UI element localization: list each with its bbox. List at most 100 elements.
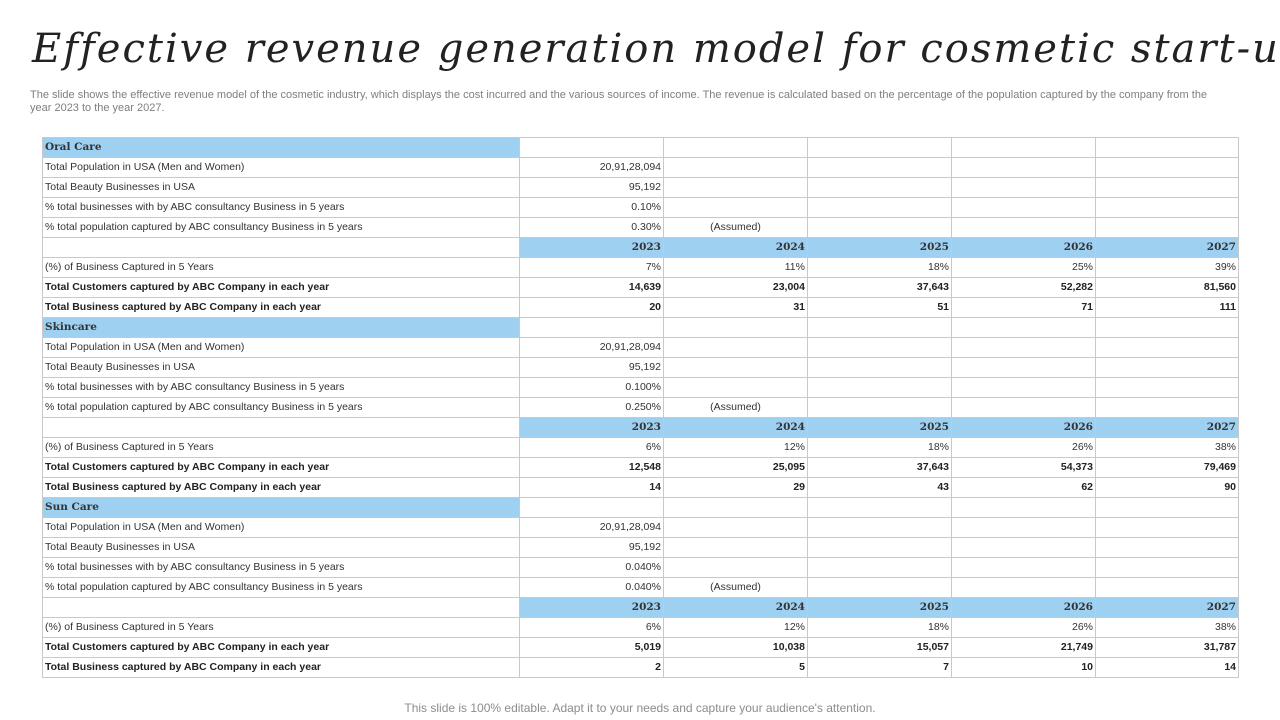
input-value: 95,192 [519,177,664,198]
metric-value: 38% [1095,437,1239,458]
empty-cell [951,497,1096,518]
empty-cell [807,377,952,398]
assumption-note [663,157,808,178]
row-label: Total Beauty Businesses in USA [42,357,520,378]
row-label: Total Population in USA (Men and Women) [42,157,520,178]
empty-cell [951,317,1096,338]
empty-cell [42,237,520,258]
row-label: % total population captured by ABC consu… [42,217,520,238]
assumption-note: (Assumed) [663,577,808,598]
metric-value: 25,095 [663,457,808,478]
metric-row: Total Customers captured by ABC Company … [42,277,1239,298]
assumption-note [663,557,808,578]
empty-cell [951,337,1096,358]
metric-value: 14,639 [519,277,664,298]
empty-cell [951,397,1096,418]
row-label: Total Beauty Businesses in USA [42,177,520,198]
empty-cell [951,137,1096,158]
metric-value: 37,643 [807,457,952,478]
input-value: 20,91,28,094 [519,517,664,538]
year-header: 2026 [951,237,1096,258]
metric-value: 12% [663,437,808,458]
empty-cell [807,177,952,198]
empty-cell [951,557,1096,578]
year-header-row: 2023 2024 2025 2026 2027 [42,417,1239,438]
empty-cell [42,597,520,618]
input-row: Total Beauty Businesses in USA 95,192 [42,357,1239,378]
input-row: % total businesses with by ABC consultan… [42,377,1239,398]
input-value: 95,192 [519,537,664,558]
assumption-note [663,177,808,198]
year-header: 2024 [663,597,808,618]
empty-cell [1095,157,1239,178]
metric-value: 79,469 [1095,457,1239,478]
empty-cell [951,537,1096,558]
year-header: 2025 [807,417,952,438]
metric-value: 111 [1095,297,1239,318]
empty-cell [519,137,664,158]
empty-cell [42,417,520,438]
assumption-note: (Assumed) [663,397,808,418]
empty-cell [1095,317,1239,338]
empty-cell [663,497,808,518]
metric-value: 12% [663,617,808,638]
empty-cell [807,517,952,538]
metric-value: 11% [663,257,808,278]
metric-value: 6% [519,617,664,638]
metric-row: Total Customers captured by ABC Company … [42,637,1239,658]
empty-cell [807,357,952,378]
revenue-table: Oral Care Total Population in USA (Men an… [42,137,1239,678]
row-label: Total Beauty Businesses in USA [42,537,520,558]
metric-row: Total Business captured by ABC Company i… [42,297,1239,318]
metric-value: 23,004 [663,277,808,298]
metric-value: 5,019 [519,637,664,658]
metric-row: (%) of Business Captured in 5 Years 7% 11%… [42,257,1239,278]
input-row: % total businesses with by ABC consultan… [42,197,1239,218]
empty-cell [807,217,952,238]
assumption-note [663,197,808,218]
input-value: 0.100% [519,377,664,398]
row-label: Total Business captured by ABC Company i… [42,477,520,498]
empty-cell [1095,337,1239,358]
empty-cell [519,317,664,338]
metric-value: 39% [1095,257,1239,278]
metric-value: 6% [519,437,664,458]
empty-cell [807,577,952,598]
metric-value: 26% [951,437,1096,458]
input-value: 20,91,28,094 [519,337,664,358]
assumption-note [663,537,808,558]
empty-cell [807,397,952,418]
section-header-row: Oral Care [42,137,1239,158]
empty-cell [951,217,1096,238]
section-title: Sun Care [42,497,520,518]
metric-value: 5 [663,657,808,678]
metric-value: 20 [519,297,664,318]
input-value: 20,91,28,094 [519,157,664,178]
metric-value: 38% [1095,617,1239,638]
empty-cell [807,157,952,178]
empty-cell [951,517,1096,538]
metric-value: 14 [1095,657,1239,678]
metric-value: 18% [807,437,952,458]
empty-cell [1095,517,1239,538]
year-header-row: 2023 2024 2025 2026 2027 [42,597,1239,618]
metric-row: Total Business captured by ABC Company i… [42,657,1239,678]
empty-cell [951,197,1096,218]
row-label: Total Customers captured by ABC Company … [42,277,520,298]
row-label: % total population captured by ABC consu… [42,577,520,598]
input-row: % total population captured by ABC consu… [42,217,1239,238]
year-header: 2023 [519,237,664,258]
metric-row: (%) of Business Captured in 5 Years 6% 12%… [42,617,1239,638]
row-label: Total Population in USA (Men and Women) [42,337,520,358]
empty-cell [951,377,1096,398]
empty-cell [1095,357,1239,378]
metric-row: Total Business captured by ABC Company i… [42,477,1239,498]
empty-cell [807,137,952,158]
metric-value: 26% [951,617,1096,638]
footer-note: This slide is 100% editable. Adapt it to… [404,701,876,715]
empty-cell [1095,557,1239,578]
metric-value: 71 [951,297,1096,318]
metric-value: 43 [807,477,952,498]
section-title: Oral Care [42,137,520,158]
row-label: Total Customers captured by ABC Company … [42,457,520,478]
